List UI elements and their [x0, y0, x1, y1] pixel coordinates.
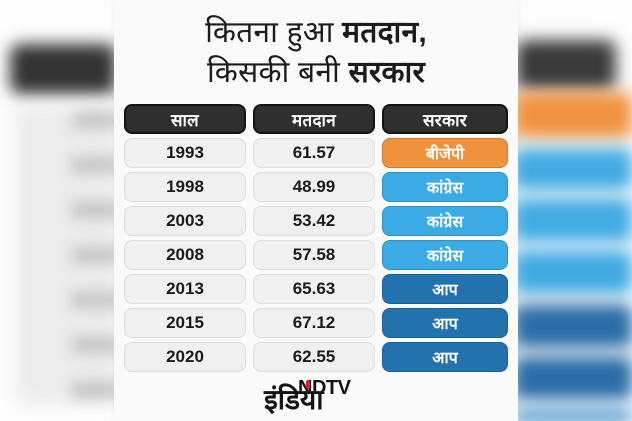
title-line-2: किसकी बनी सरकार [114, 53, 518, 93]
background-blob [513, 250, 632, 294]
turnout-cell: 65.63 [253, 274, 375, 304]
turnout-cell: 61.57 [253, 138, 375, 168]
party-badge: कांग्रेस [382, 172, 508, 202]
logo-sub-text: इंडिया [264, 383, 324, 415]
turnout-cell: 67.12 [253, 308, 375, 338]
background-blob [72, 112, 118, 404]
footer: NDTV इंडिया [114, 372, 518, 421]
party-badge: आप [382, 308, 508, 338]
year-cell: 2008 [124, 240, 246, 270]
logo-brand-text: NDTV [298, 376, 351, 399]
background-blob [513, 198, 632, 242]
year-cell: 2020 [124, 342, 246, 372]
data-table: साल मतदान सरकार 1993 61.57 बीजेपी 1998 4… [124, 104, 508, 372]
logo-red-dot-icon [306, 379, 310, 389]
title-line2-bold: सरकार [348, 56, 425, 89]
turnout-cell: 62.55 [253, 342, 375, 372]
turnout-cell: 57.58 [253, 240, 375, 270]
party-badge: आप [382, 342, 508, 372]
title-line2-normal: किसकी बनी [207, 56, 349, 89]
background-blob [10, 44, 116, 94]
year-cell: 1993 [124, 138, 246, 168]
background-blob [516, 40, 616, 90]
ndtv-india-logo: NDTV इंडिया [264, 376, 368, 418]
background-blob [513, 92, 632, 138]
infographic-card: कितना हुआ मतदान, किसकी बनी सरकार साल मतद… [114, 0, 518, 421]
background-blob [513, 148, 632, 190]
year-cell: 1998 [124, 172, 246, 202]
year-cell: 2015 [124, 308, 246, 338]
background-blob [513, 304, 632, 348]
party-badge: कांग्रेस [382, 240, 508, 270]
column-header-turnout: मतदान [253, 104, 375, 134]
year-cell: 2003 [124, 206, 246, 236]
turnout-cell: 48.99 [253, 172, 375, 202]
title-line-1: कितना हुआ मतदान, [114, 13, 518, 53]
turnout-cell: 53.42 [253, 206, 375, 236]
title-line1-normal: कितना हुआ [205, 16, 343, 49]
party-badge: बीजेपी [382, 138, 508, 168]
background-blob [513, 408, 632, 421]
year-cell: 2013 [124, 274, 246, 304]
background-blob [513, 356, 632, 400]
column-header-year: साल [124, 104, 246, 134]
page-title: कितना हुआ मतदान, किसकी बनी सरकार [114, 0, 518, 93]
column-header-party: सरकार [382, 104, 508, 134]
party-badge: कांग्रेस [382, 206, 508, 236]
party-badge: आप [382, 274, 508, 304]
title-line1-bold: मतदान, [342, 16, 427, 49]
